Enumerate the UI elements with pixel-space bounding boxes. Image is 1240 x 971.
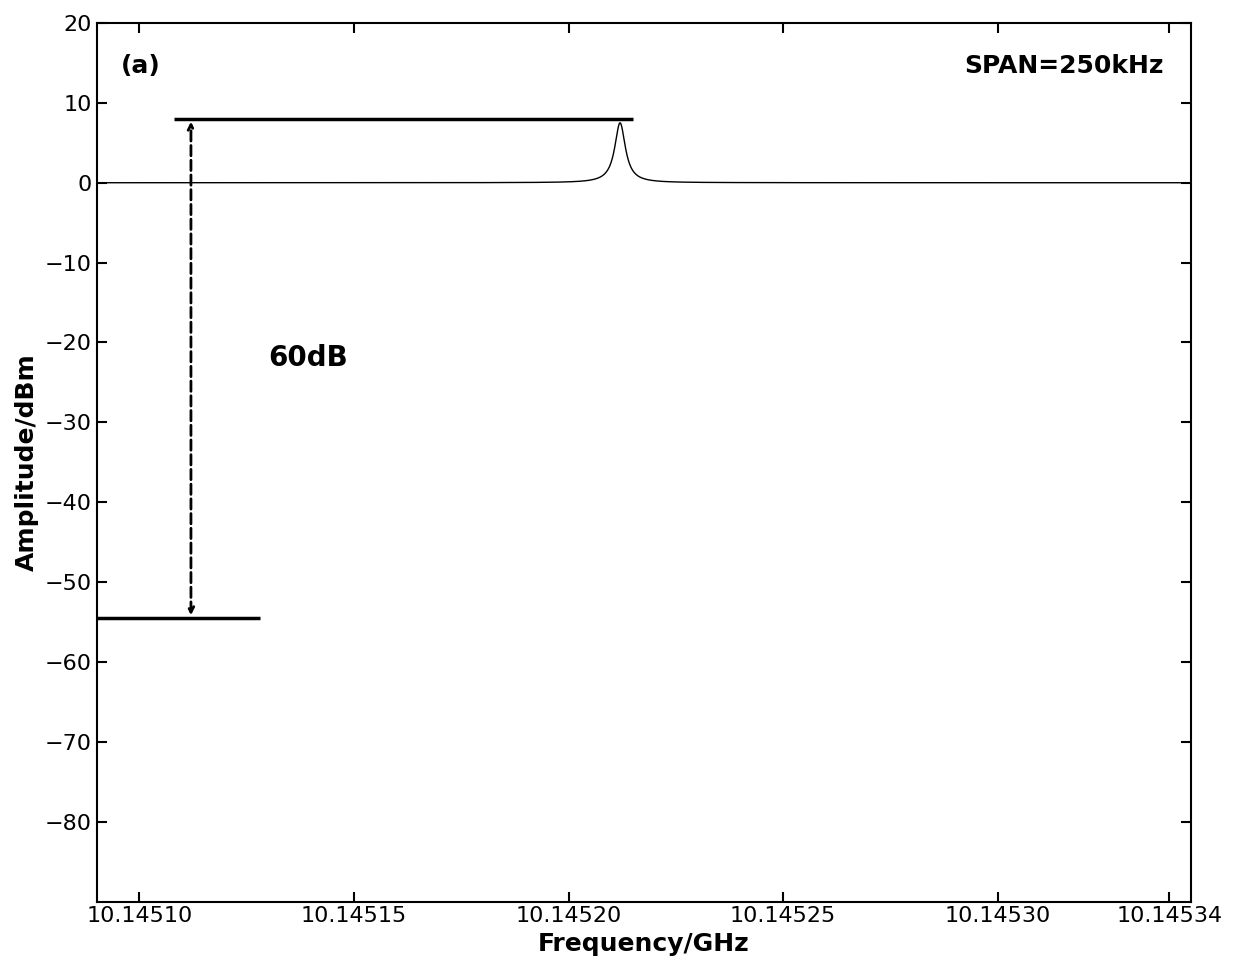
Text: 60dB: 60dB xyxy=(268,345,348,373)
Y-axis label: Amplitude/dBm: Amplitude/dBm xyxy=(15,353,38,571)
X-axis label: Frequency/GHz: Frequency/GHz xyxy=(538,932,749,956)
Text: SPAN=250kHz: SPAN=250kHz xyxy=(963,53,1163,78)
Text: (a): (a) xyxy=(120,53,160,78)
